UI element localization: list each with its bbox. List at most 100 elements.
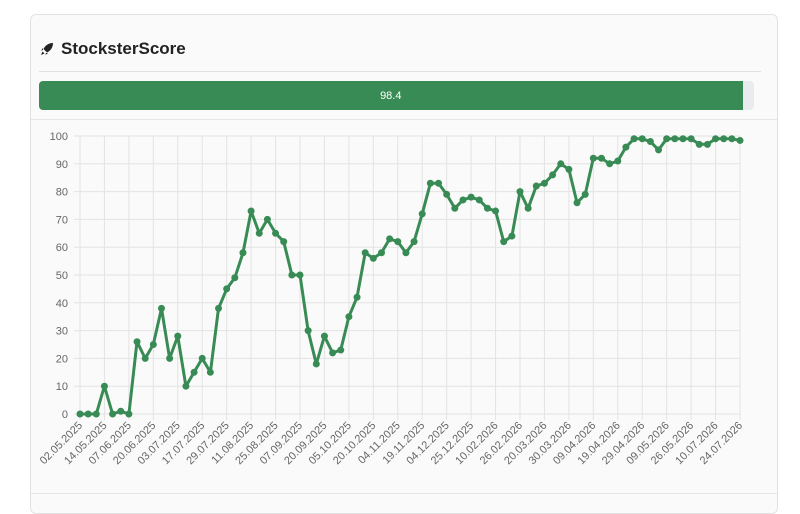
point: [109, 410, 117, 418]
title-text: StocksterScore: [61, 39, 186, 58]
point: [573, 199, 581, 207]
rocket-icon: [41, 43, 53, 55]
point: [524, 204, 532, 212]
point: [622, 143, 630, 151]
point: [304, 327, 312, 335]
point: [589, 154, 597, 162]
y-tick-label: 20: [56, 353, 68, 365]
point: [166, 354, 174, 362]
point: [712, 135, 720, 143]
progress-label: 98.4: [380, 89, 402, 102]
point: [581, 190, 589, 198]
separator: [31, 493, 777, 494]
point: [679, 135, 687, 143]
point: [215, 304, 223, 312]
point: [443, 190, 451, 198]
point: [92, 410, 100, 418]
point: [272, 229, 280, 237]
point: [720, 135, 728, 143]
point: [117, 407, 125, 415]
point: [532, 182, 540, 190]
chart: 010203040506070809010002.05.202514.05.20…: [38, 131, 745, 467]
y-tick-label: 0: [62, 409, 68, 421]
y-tick-label: 60: [56, 242, 68, 254]
point: [467, 193, 475, 201]
point: [133, 338, 141, 346]
point: [231, 274, 239, 282]
point: [320, 332, 328, 340]
point: [174, 332, 182, 340]
point: [296, 271, 304, 279]
point: [614, 157, 622, 165]
y-tick-label: 40: [56, 298, 68, 310]
point: [255, 229, 263, 237]
point: [182, 382, 190, 390]
point: [141, 354, 149, 362]
point: [312, 360, 320, 368]
point: [483, 204, 491, 212]
point: [508, 232, 516, 240]
point: [451, 204, 459, 212]
y-tick-label: 30: [56, 326, 68, 338]
point: [190, 368, 198, 376]
point: [500, 238, 508, 246]
point: [84, 410, 92, 418]
separator: [31, 119, 777, 120]
y-tick-label: 90: [56, 159, 68, 171]
point: [630, 135, 638, 143]
point: [557, 160, 565, 168]
point: [475, 196, 483, 204]
point: [492, 207, 500, 215]
point: [353, 293, 361, 301]
point: [597, 154, 605, 162]
point: [565, 165, 573, 173]
point: [687, 135, 695, 143]
card-title: StocksterScore: [39, 39, 186, 59]
point: [263, 215, 271, 223]
point: [695, 140, 703, 148]
point: [247, 207, 255, 215]
point: [402, 249, 410, 257]
y-tick-label: 80: [56, 187, 68, 199]
point: [100, 382, 108, 390]
point: [361, 249, 369, 257]
point: [459, 196, 467, 204]
separator: [39, 71, 761, 72]
point: [369, 254, 377, 262]
point: [410, 238, 418, 246]
point: [223, 285, 231, 293]
y-tick-label: 10: [56, 381, 68, 393]
point: [728, 135, 736, 143]
point: [655, 146, 663, 154]
point: [206, 368, 214, 376]
progress-bar: 98.4: [39, 81, 754, 110]
progress-fill: 98.4: [39, 81, 743, 110]
point: [345, 313, 353, 321]
point: [329, 349, 337, 357]
y-tick-label: 70: [56, 214, 68, 226]
point: [239, 249, 247, 257]
point: [157, 304, 165, 312]
point: [549, 171, 557, 179]
point: [703, 140, 711, 148]
point: [638, 135, 646, 143]
point: [516, 188, 524, 196]
point: [606, 160, 614, 168]
point: [394, 238, 402, 246]
point: [377, 249, 385, 257]
point: [426, 179, 434, 187]
point: [736, 136, 744, 144]
point: [646, 138, 654, 146]
point: [125, 410, 133, 418]
page: {"header": {"title": "StocksterScore"}, …: [30, 14, 778, 514]
y-tick-label: 50: [56, 270, 68, 282]
point: [540, 179, 548, 187]
point: [280, 238, 288, 246]
point: [386, 235, 394, 243]
score-line: [80, 137, 741, 416]
y-tick-label: 100: [50, 131, 68, 143]
point: [198, 354, 206, 362]
point: [288, 271, 296, 279]
point: [663, 135, 671, 143]
score-card: StocksterScore 98.4: [30, 14, 778, 514]
